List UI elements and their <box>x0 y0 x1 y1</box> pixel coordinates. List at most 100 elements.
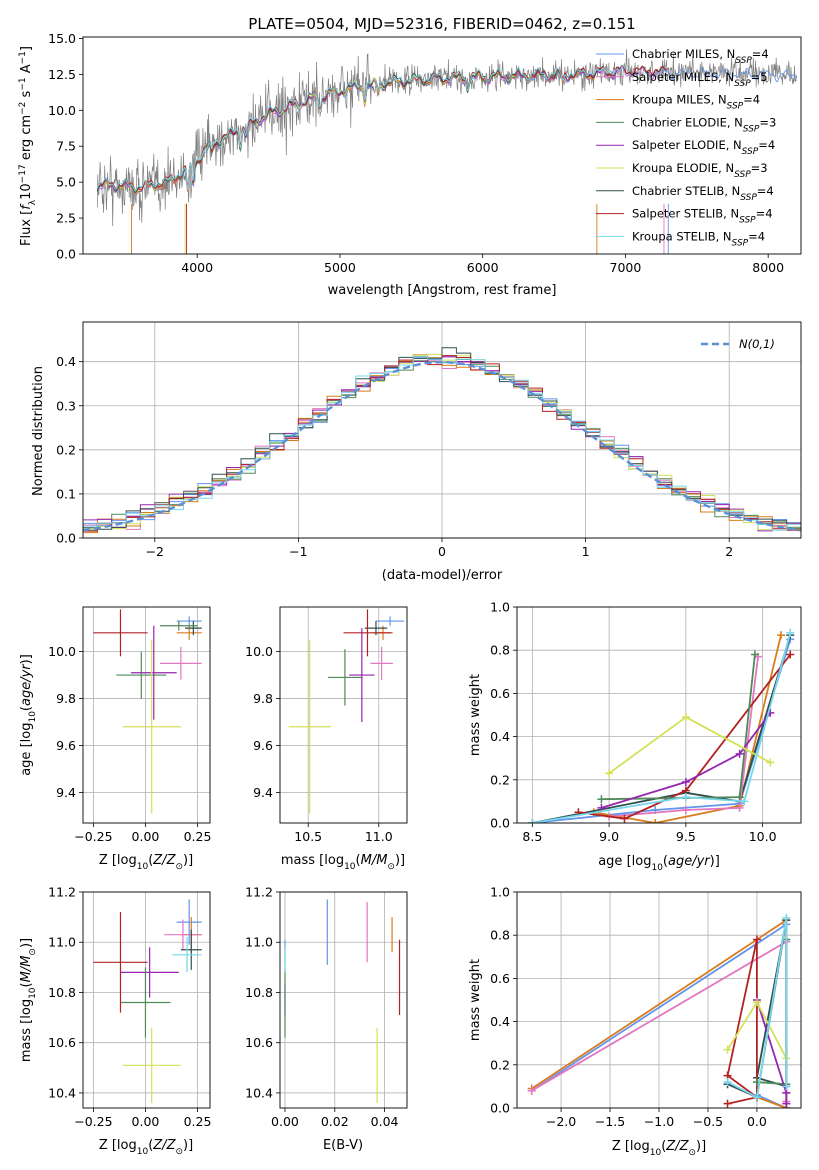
tick-label-x: −1.0 <box>644 1114 674 1129</box>
axes-frame <box>279 606 408 824</box>
xlabel: E(B-V) <box>323 1138 363 1153</box>
axes-frame <box>82 321 802 539</box>
weight-line <box>578 653 792 820</box>
tick-label-y: 7.5 <box>56 139 76 154</box>
residuals-axes: −2 −1 0 1 2 0.0 0.1 0.2 0.3 0.4 N(0,1) <box>56 321 802 559</box>
weight-marker <box>752 998 761 1007</box>
axes-frame <box>516 606 802 824</box>
weight-marker <box>681 793 690 802</box>
weight-marker <box>735 793 744 802</box>
tick-label-y: 11.0 <box>48 935 76 950</box>
tick-label-x: 0.00 <box>132 829 160 844</box>
tick-label-y: 5.0 <box>56 175 76 190</box>
massweight-Z-ylabel: mass weight <box>468 959 483 1041</box>
massweight-age-ylabel: mass weight <box>468 674 483 756</box>
legend-entry: N(0,1) <box>739 337 775 351</box>
tick-label-y: 0.6 <box>490 686 510 701</box>
weight-line <box>601 712 772 809</box>
weight-marker <box>752 1093 761 1102</box>
histogram-lines <box>83 347 801 534</box>
tick-label-x: 0.25 <box>184 1114 212 1129</box>
tick-label-y: 10.6 <box>48 1035 76 1050</box>
weight-line <box>532 639 792 823</box>
xlabel: Z [log10(Z/Z⊙)] <box>99 1138 193 1157</box>
tick-label-x: 1 <box>582 544 590 559</box>
weight-marker <box>740 797 749 806</box>
tick-label-y: 11.0 <box>245 935 273 950</box>
tick-label-x: 0.00 <box>132 1114 160 1129</box>
tick-label-x: −0.5 <box>693 1114 723 1129</box>
legend-entry: Chabrier STELIB, NSSP=4 <box>632 184 774 203</box>
tick-label-y: 10.4 <box>245 1085 273 1100</box>
weight-marker <box>735 803 744 812</box>
xlabel: Z [log10(Z/Z⊙)] <box>612 1139 706 1158</box>
tick-label-x: 0.04 <box>371 1114 399 1129</box>
spectrum-lines <box>96 49 798 254</box>
tick-label-x: −2.0 <box>546 1114 576 1129</box>
tick-label-y: 0.0 <box>56 247 76 262</box>
tick-label-y: 0.8 <box>490 928 510 943</box>
tick-label-x: 8000 <box>752 260 784 275</box>
weight-marker <box>681 777 690 786</box>
tick-label-y: 0.0 <box>490 1101 510 1116</box>
error-bars <box>93 899 202 1103</box>
histogram-step-line <box>83 347 801 530</box>
spectrum-xlabel: wavelength [Angstrom, rest frame] <box>328 283 557 298</box>
legend-entry: Kroupa MILES, NSSP=4 <box>632 93 760 112</box>
legend-entry: Kroupa ELODIE, NSSP=3 <box>632 161 768 180</box>
error-bars <box>93 609 202 814</box>
tick-label-x: 0.0 <box>747 1114 767 1129</box>
tick-label-y: 9.6 <box>253 738 273 753</box>
weight-marker <box>782 1099 791 1108</box>
weight-lines <box>528 628 795 823</box>
legend-entry: Chabrier MILES, NSSP=4 <box>632 47 769 66</box>
tick-label-x: 7000 <box>610 260 642 275</box>
xlabel: mass [log10(M/M⊙)] <box>281 853 405 872</box>
weight-line <box>727 917 788 1099</box>
tick-label-y: 0.2 <box>490 1057 510 1072</box>
spectrum-ylabel: Flux [fλ10−17 erg cm−2 s−1 A−1] <box>18 46 38 246</box>
tick-label-y: 0.0 <box>56 531 76 546</box>
tick-label-y: 0.1 <box>56 486 76 501</box>
legend-entry: Salpeter MILES, NSSP=5 <box>632 70 768 89</box>
axes-frame <box>516 891 802 1109</box>
tick-label-y: 0.8 <box>490 643 510 658</box>
tick-label-y: 2.5 <box>56 211 76 226</box>
tick-label-y: 0.4 <box>56 354 76 369</box>
legend-entry: Chabrier ELODIE, NSSP=3 <box>632 115 776 134</box>
weight-line <box>532 632 792 823</box>
model-line <box>96 65 626 191</box>
tick-label-y: 10.0 <box>245 644 273 659</box>
weight-marker <box>766 758 775 767</box>
model-line <box>96 68 598 193</box>
tick-label-x: 5000 <box>324 260 356 275</box>
massweight-vs-age-axes: 8.5 9.0 9.5 10.0 0.0 0.2 0.4 0.6 0.8 1.0 age [log1… <box>490 600 802 873</box>
weight-marker <box>786 628 795 637</box>
weight-line <box>609 656 759 818</box>
tick-label-y: 0.0 <box>490 816 510 831</box>
tick-label-y: 12.5 <box>48 67 76 82</box>
tick-label-x: 0.25 <box>184 829 212 844</box>
tick-label-x: 6000 <box>467 260 499 275</box>
error-bars <box>288 609 405 814</box>
tick-label-x: 10.5 <box>294 829 322 844</box>
massweight-vs-Z-axes: −2.0 −1.5 −1.0 −0.5 0.0 0.0 0.2 0.4 0.6 0.8 1.0 Z [… <box>490 885 802 1158</box>
weight-marker <box>605 769 614 778</box>
tick-label-x: 9.5 <box>676 829 696 844</box>
tick-label-y: 10.4 <box>48 1085 76 1100</box>
tick-label-y: 10.6 <box>245 1035 273 1050</box>
tick-label-x: 10.0 <box>749 829 777 844</box>
weight-marker <box>527 1086 536 1095</box>
ylabel: mass [log10(M/M⊙)] <box>19 938 38 1062</box>
weight-marker <box>777 631 786 640</box>
weight-marker <box>752 935 761 944</box>
legend-entry: Kroupa STELIB, NSSP=4 <box>632 229 765 248</box>
tick-label-y: 10.8 <box>245 985 273 1000</box>
weight-marker <box>620 814 629 823</box>
weight-marker <box>782 913 791 922</box>
weight-marker <box>723 1078 732 1087</box>
tick-label-x: 0 <box>438 544 446 559</box>
axes-frame <box>279 891 408 1109</box>
tick-label-y: 10.0 <box>48 103 76 118</box>
tick-label-y: 10.0 <box>48 644 76 659</box>
